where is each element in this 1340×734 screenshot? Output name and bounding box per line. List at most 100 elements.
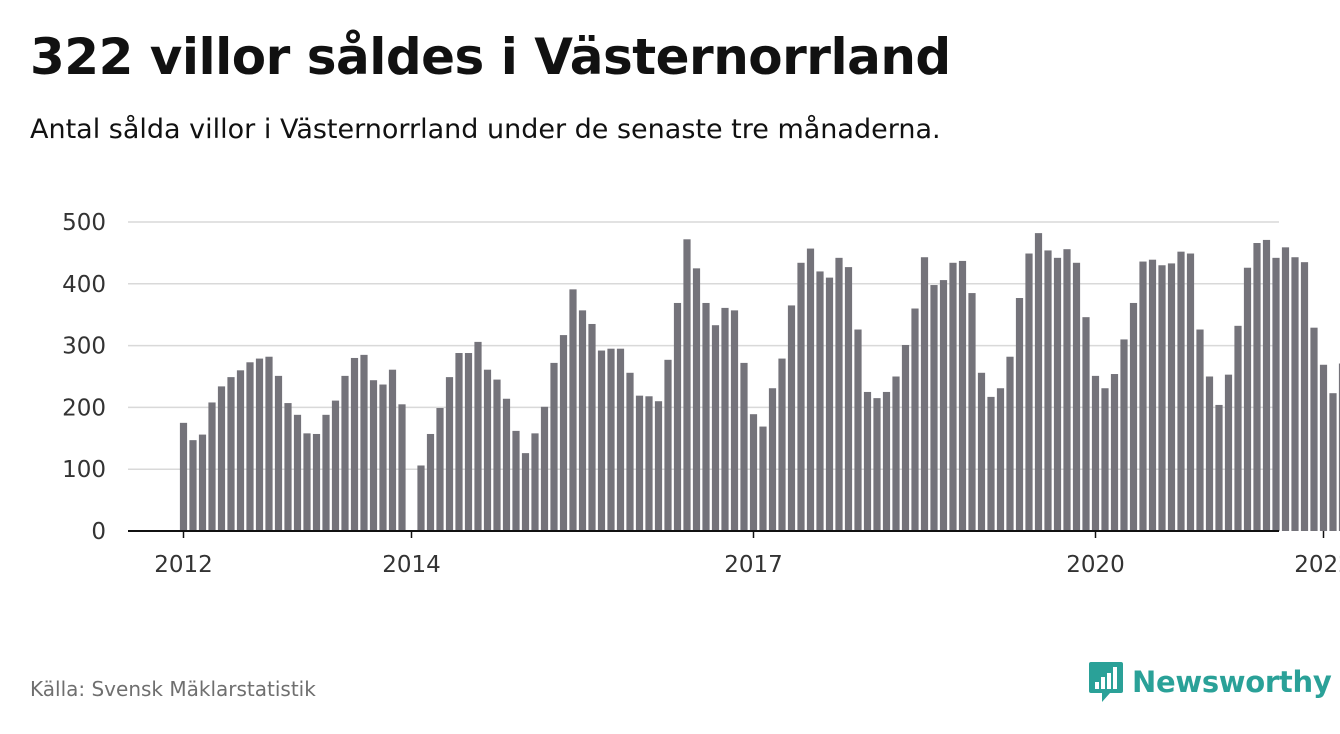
y-axis-ticks: 0 100 200 300 400 500 [62, 210, 106, 545]
y-tick-label: 300 [62, 334, 106, 360]
bar [502, 398, 511, 531]
x-tick-label: 2012 [154, 552, 213, 578]
bar [1243, 267, 1252, 531]
bar [474, 341, 482, 531]
bar [350, 357, 359, 531]
bar [559, 335, 568, 531]
bar [1082, 317, 1090, 531]
bar [664, 359, 672, 531]
bar [341, 375, 349, 531]
bar [1006, 356, 1014, 531]
source-note: Källa: Svensk Mäklarstatistik [30, 677, 316, 701]
bar [426, 433, 435, 531]
bar [759, 426, 767, 531]
bar [626, 372, 634, 531]
bar [1025, 253, 1033, 531]
bar [360, 354, 368, 531]
x-tick-label: 2020 [1066, 552, 1125, 578]
bar [1281, 247, 1290, 531]
bar [911, 308, 919, 531]
bar [1329, 393, 1337, 531]
bar [379, 384, 387, 531]
bar [208, 402, 216, 531]
bar [1129, 302, 1138, 531]
bar [1101, 388, 1109, 531]
bar [749, 414, 758, 531]
bar [1262, 239, 1271, 532]
bar [189, 440, 197, 531]
bar [1044, 250, 1052, 531]
bar [939, 280, 948, 531]
bar [464, 353, 473, 531]
bar [683, 239, 691, 532]
x-tick-label: 2017 [724, 552, 783, 578]
bar [540, 406, 549, 531]
bar [1120, 339, 1128, 531]
y-tick-label: 400 [62, 272, 106, 298]
bar [303, 433, 311, 531]
bar [778, 358, 786, 531]
bar [483, 369, 492, 531]
bar [1015, 298, 1024, 531]
bar [1310, 327, 1318, 531]
bar [1091, 375, 1100, 531]
bar [949, 262, 957, 531]
bar [1139, 261, 1147, 531]
bar [578, 310, 587, 531]
bar [977, 372, 986, 531]
bar [645, 396, 653, 531]
bar [1215, 404, 1223, 531]
bar [1063, 249, 1071, 531]
x-axis-ticks: 2012 2014 2017 2020 2022 [154, 531, 1340, 578]
bar [882, 391, 891, 531]
bar [1291, 257, 1299, 531]
bar [265, 356, 273, 531]
bar [493, 379, 501, 531]
bar [892, 376, 900, 531]
y-tick-label: 100 [62, 457, 106, 483]
bar [1148, 259, 1157, 531]
bar [844, 267, 853, 531]
bar [958, 260, 967, 531]
bar [1186, 253, 1195, 531]
bar [246, 362, 254, 531]
bar [787, 305, 796, 531]
x-tick-label: 2014 [382, 552, 441, 578]
bar [588, 323, 596, 531]
bar [1167, 263, 1176, 531]
bar [1177, 251, 1185, 531]
bar [873, 398, 881, 531]
bars [179, 233, 1340, 532]
bar [388, 369, 397, 531]
bar [312, 433, 321, 531]
bar [1158, 265, 1166, 531]
bar [740, 362, 748, 531]
bar [673, 302, 682, 531]
bar [1319, 364, 1328, 531]
bar [816, 271, 824, 531]
bar [398, 404, 406, 531]
bar [445, 377, 454, 531]
bar [854, 329, 862, 531]
bar [702, 302, 710, 531]
brand-name: Newsworthy [1132, 665, 1332, 699]
bar [512, 430, 520, 531]
bar [255, 358, 264, 531]
bar [654, 401, 663, 531]
bar [274, 375, 283, 531]
bar [1253, 243, 1261, 531]
bar [455, 353, 463, 531]
bar [236, 370, 245, 531]
bar [1338, 363, 1340, 531]
chart-title: 322 villor såldes i Västernorrland [30, 28, 951, 86]
bar [1110, 374, 1119, 531]
bar [531, 433, 539, 531]
bar [417, 465, 425, 531]
bar [1196, 329, 1204, 531]
bar [635, 395, 644, 531]
bar [930, 285, 938, 531]
bar [692, 268, 701, 531]
bar [322, 414, 330, 531]
bar [768, 388, 777, 531]
